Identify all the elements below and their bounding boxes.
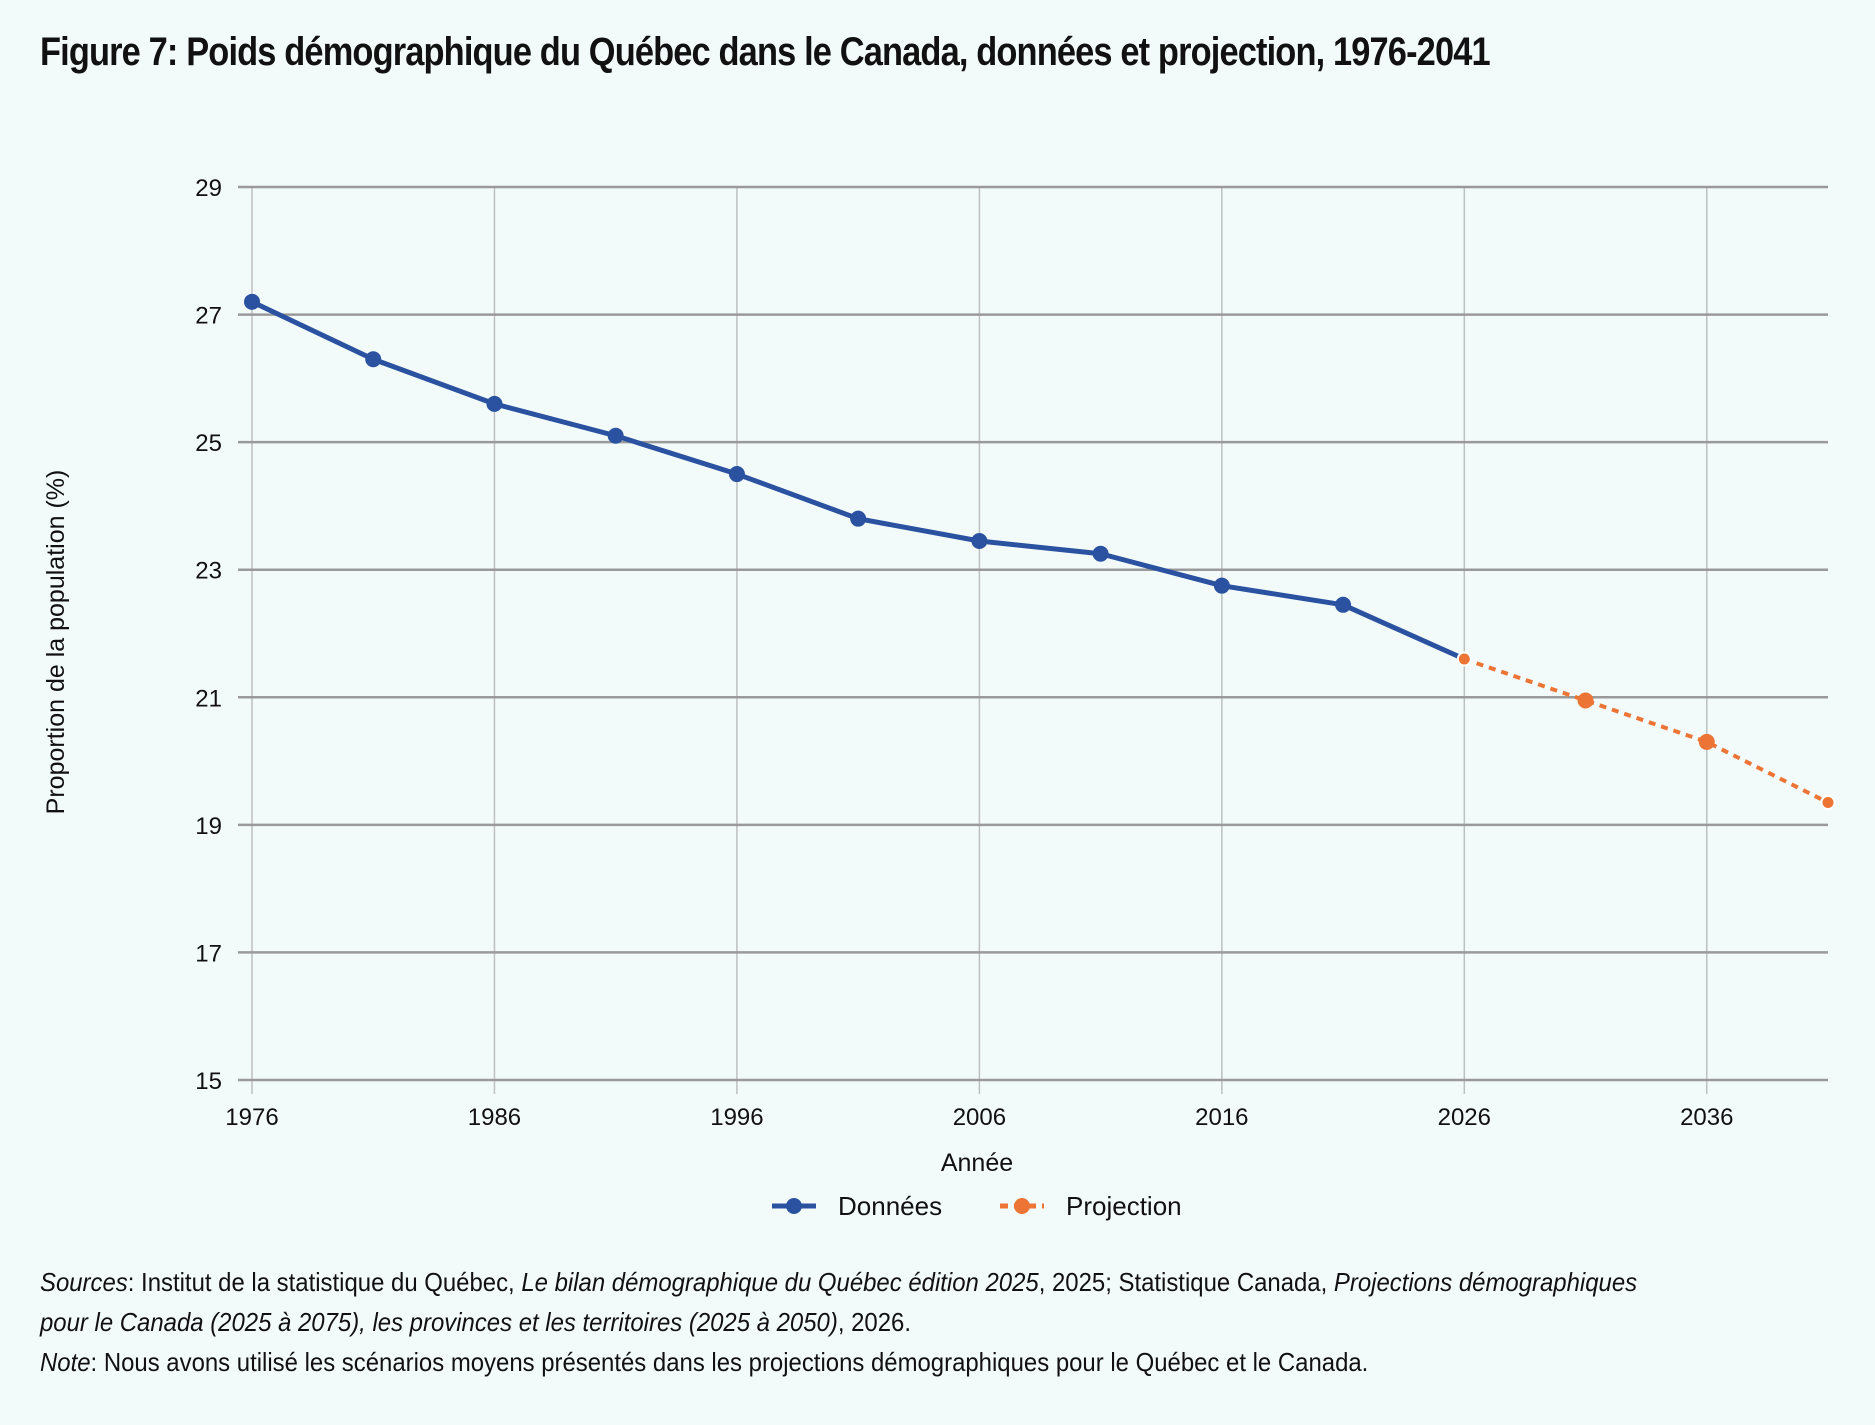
y-tick-label: 21	[195, 685, 222, 712]
data-point-donnees	[486, 395, 503, 412]
y-tick-label: 27	[195, 303, 222, 330]
data-point-donnees	[1092, 545, 1109, 562]
legend-label-projection: Projection	[1066, 1191, 1182, 1221]
x-tick-label: 1976	[225, 1104, 278, 1131]
x-tick-labels: 1976 1986 1996 2006 2016 2026 2036	[225, 1104, 1733, 1131]
legend-label-donnees: Données	[838, 1191, 942, 1221]
note-text: : Nous avons utilisé les scénarios moyen…	[90, 1347, 1369, 1377]
data-point-projection	[1577, 692, 1594, 709]
chart-footer: Sources: Institut de la statistique du Q…	[40, 1262, 1705, 1382]
sources-label: Sources	[40, 1267, 128, 1297]
data-point-projection	[1820, 795, 1836, 811]
sources-end: , 2026.	[837, 1307, 911, 1337]
note-label: Note	[40, 1347, 91, 1377]
x-axis-title: Année	[941, 1149, 1013, 1177]
x-tick-label: 2006	[953, 1104, 1006, 1131]
x-tick-label: 2016	[1195, 1104, 1248, 1131]
legend-item-donnees: Données	[772, 1191, 942, 1221]
data-point-donnees	[607, 427, 624, 444]
sources-line-1: Sources: Institut de la statistique du Q…	[40, 1262, 1705, 1302]
data-point-donnees	[850, 510, 867, 527]
legend-item-projection: Projection	[1000, 1191, 1182, 1221]
data-point-donnees	[244, 293, 260, 310]
y-tick-label: 25	[195, 430, 222, 457]
y-gridlines	[238, 185, 1828, 1082]
sources-title-2a: Projections démographiques	[1333, 1267, 1638, 1297]
series-line-projection	[1463, 657, 1829, 805]
x-tick-label: 1986	[468, 1104, 521, 1131]
data-point-donnees	[1456, 651, 1472, 667]
x-tick-label: 2036	[1680, 1104, 1733, 1131]
series-line-donnees	[250, 299, 1466, 662]
y-tick-label: 17	[195, 940, 222, 967]
data-point-donnees	[1335, 596, 1352, 613]
series-points	[244, 293, 1836, 811]
sources-text-1: : Institut de la statistique du Québec,	[127, 1267, 522, 1297]
sources-line-2: pour le Canada (2025 à 2075), les provin…	[40, 1302, 1705, 1342]
y-axis-title: Proportion de la population (%)	[42, 470, 70, 815]
sources-text-2: , 2025; Statistique Canada,	[1038, 1267, 1334, 1297]
x-gridlines	[251, 187, 1708, 1094]
data-point-projection	[1698, 733, 1715, 750]
x-tick-label: 2026	[1438, 1104, 1491, 1131]
y-tick-labels: 15 17 19 21 23 25 27 29	[195, 175, 222, 1095]
data-point-donnees	[1213, 577, 1230, 594]
chart-title: Figure 7: Poids démographique du Québec …	[40, 30, 1491, 74]
sources-title-2b: pour le Canada (2025 à 2075), les provin…	[40, 1307, 838, 1337]
line-chart: 15 17 19 21 23 25 27 29 1976 1986 1996 2006 2016 202…	[42, 175, 1836, 1221]
y-tick-label: 23	[195, 558, 222, 585]
note-line: Note: Nous avons utilisé les scénarios m…	[40, 1342, 1705, 1382]
data-point-donnees	[971, 533, 988, 550]
data-point-donnees	[728, 466, 745, 483]
x-tick-label: 1996	[710, 1104, 763, 1131]
series-lines	[250, 299, 1829, 805]
data-point-donnees	[365, 351, 382, 368]
y-tick-label: 15	[195, 1068, 222, 1095]
y-tick-label: 19	[195, 813, 222, 840]
y-tick-label: 29	[195, 175, 222, 202]
sources-title-1: Le bilan démographique du Québec édition…	[521, 1267, 1039, 1297]
legend: Données Projection	[772, 1191, 1182, 1221]
